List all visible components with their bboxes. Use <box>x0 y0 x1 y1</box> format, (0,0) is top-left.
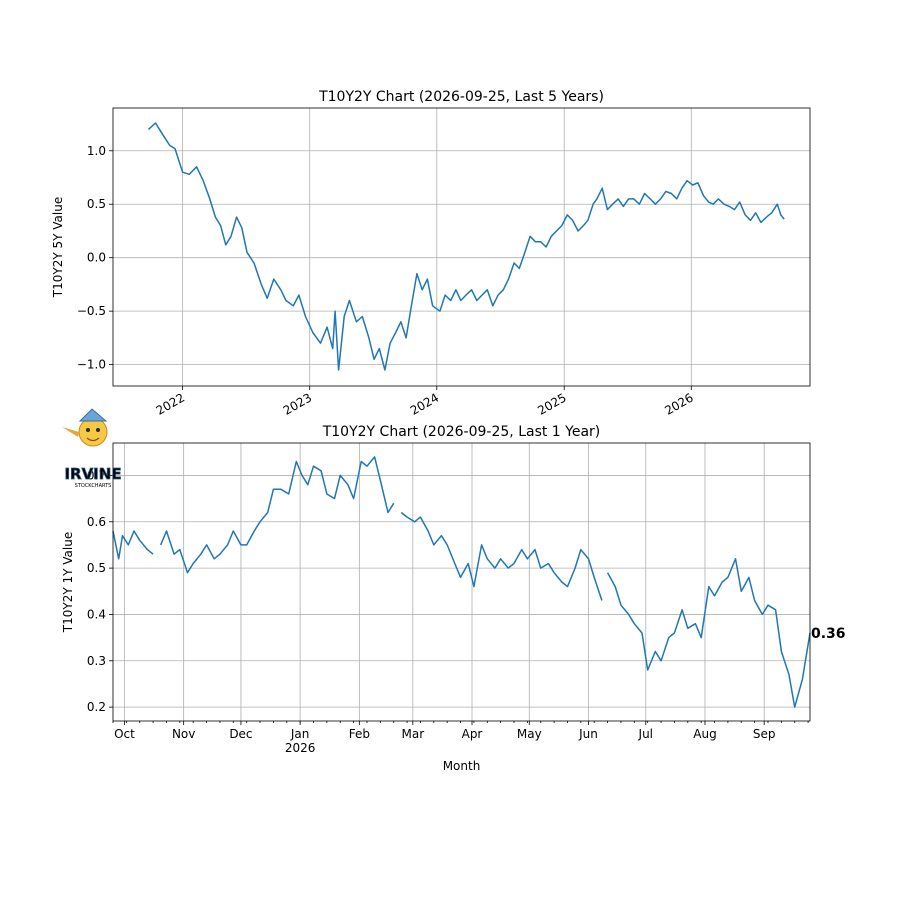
x-tick-label: Jan <box>290 727 310 741</box>
plot-frame <box>112 107 811 387</box>
series-line <box>112 530 154 560</box>
x-tick-label: Jul <box>638 727 653 741</box>
last-value-annotation: 0.36 <box>811 626 846 642</box>
y-tick-label: −0.5 <box>77 304 106 318</box>
chart-title: T10Y2Y Chart (2026-09-25, Last 1 Year) <box>322 424 601 440</box>
series-line <box>160 456 395 574</box>
y-tick-label: 0.6 <box>87 515 106 529</box>
y-tick-label: 0.2 <box>87 700 106 714</box>
y-tick-label: 0.5 <box>87 197 106 211</box>
x-tick-label: Feb <box>349 727 370 741</box>
x-tick-label: Aug <box>693 727 716 741</box>
y-tick-label: 0.4 <box>87 607 106 621</box>
x-tick-label: 2023 <box>281 390 314 417</box>
y-tick-label: 0.7 <box>87 468 106 482</box>
x-tick-label: Dec <box>229 727 252 741</box>
series-line <box>147 122 785 371</box>
x-tick-label: 2024 <box>408 390 441 417</box>
x-tick-label: 2022 <box>154 390 187 417</box>
x-tick-label: May <box>517 727 542 741</box>
x-tick-label: Nov <box>172 727 195 741</box>
y-tick-label: 1.0 <box>87 144 106 158</box>
y-tick-label: 0.0 <box>87 251 106 265</box>
logo-subtext: STOCKCHARTS <box>75 483 112 489</box>
plot-frame <box>112 442 811 722</box>
x-tick-label: Oct <box>114 727 135 741</box>
y-tick-label: 0.3 <box>87 654 106 668</box>
irvine-stockcharts-logo: IRVINE STOCKCHARTS <box>62 408 122 489</box>
x-tick-label: Jun <box>578 727 598 741</box>
x-tick-label: 2025 <box>535 390 568 417</box>
x-tick-label: Apr <box>462 727 483 741</box>
series-line <box>400 511 603 601</box>
x-tick-label: Mar <box>401 727 424 741</box>
series-line <box>606 558 811 708</box>
y-tick-label: −1.0 <box>77 358 106 372</box>
x-tick-label: 2026 <box>662 390 695 417</box>
y-tick-label: 0.5 <box>87 561 106 575</box>
x-axis-label: Month <box>443 759 481 773</box>
chart-5y: 2022 2023 2024 2025 2026 −1.0 −0.5 0.0 0.5 1.0 T10… <box>51 89 811 418</box>
y-axis-label: T10Y2Y 1Y Value <box>61 532 75 633</box>
chart-title: T10Y2Y Chart (2026-09-25, Last 5 Years) <box>318 89 604 105</box>
y-axis-label: T10Y2Y 5Y Value <box>51 197 65 298</box>
x-tick-sublabel: 2026 <box>285 741 316 755</box>
logo-wordmark: IRVINE <box>64 465 121 483</box>
x-tick-label: Sep <box>753 727 776 741</box>
